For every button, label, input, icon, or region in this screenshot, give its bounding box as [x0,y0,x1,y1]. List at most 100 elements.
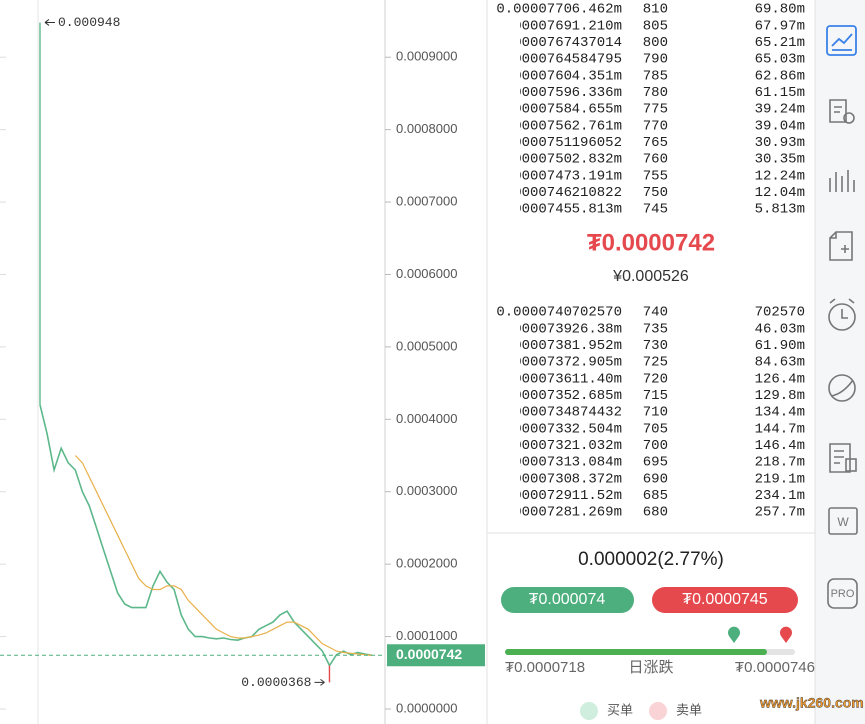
sell-button[interactable] [652,587,798,613]
y-tick-label: 0.0003000 [396,483,457,498]
low-arrow [314,678,325,686]
y-tick-label: 0.0006000 [396,266,457,281]
bid-cell: 46.03m [755,321,805,337]
ask-cell: 2.832m [572,152,622,168]
bid-cell: 1.952m [572,338,622,354]
last-price: ₮0.0000742 [587,229,715,256]
bid-cell: 84.63m [755,355,805,371]
ask-cell: 2.761m [572,118,622,134]
bid-cell: 2.905m [572,355,622,371]
ask-cell: 0000746 [513,185,572,201]
alarm-icon-glyph [829,298,855,319]
bid-cell: 0000728 [513,505,572,521]
bid-cell: 740 [643,305,668,321]
bid-cell: 144.7m [755,421,805,437]
y-tick-label: 0.0002000 [396,556,457,571]
bid-cell: 874432 [572,405,622,421]
toolbar-icons: W PRO [826,25,858,609]
range-fill [505,649,767,655]
ask-cell: 750 [643,185,668,201]
y-tick-label: 0.0008000 [396,121,457,136]
current-price-label: 0.0000742 [396,646,462,662]
bid-cell: 1.032m [572,438,622,454]
ask-cell: 785 [643,68,668,84]
ask-cell: 12.04m [755,185,805,201]
ask-cell: 6.336m [572,85,622,101]
y-tick-label: 0.0000000 [396,700,457,715]
legend-sell: 卖单 [676,702,702,717]
bid-cell: 0000734 [513,405,572,421]
ask-cell: 0000759 [513,85,572,101]
ask-cell: 12.24m [755,168,805,184]
bid-cell: 61.90m [755,338,805,354]
legend-sell-dot [649,702,667,720]
bid-cell: 0000733 [513,421,572,437]
price-line [39,404,372,668]
ask-cell: 0000751 [513,135,572,151]
pro-icon[interactable] [827,578,858,609]
bid-cell: 0.0000740 [496,305,572,321]
current-price-box [387,644,485,667]
news-icon-badge [845,458,857,472]
y-tick-label: 0.0009000 [396,49,457,64]
ask-cell: 65.03m [755,52,805,68]
buy-button-label[interactable]: ₮0.000074 [529,591,606,608]
bid-cell: 710 [643,405,668,421]
ask-cell: 790 [643,52,668,68]
pro-icon-label[interactable]: PRO [831,588,855,600]
bid-cell: 0000729 [513,488,572,504]
ask-cell: 62.86m [755,68,805,84]
ask-cell: 67.97m [755,18,805,34]
ask-cell: 0000745 [513,202,572,218]
sell-button-label[interactable]: ₮0.0000745 [682,591,768,608]
buy-button[interactable] [501,587,634,613]
ask-cell: 755 [643,168,668,184]
ask-cell: 0000747 [513,168,572,184]
news-icon[interactable] [829,443,851,473]
bid-cell: 685 [643,488,668,504]
ask-cell: 1.210m [572,18,622,34]
legend-buy: 买单 [607,702,633,717]
depth-icon[interactable] [829,170,855,192]
range-title: 日涨跌 [628,659,673,676]
y-tick-label: 0.0007000 [396,193,457,208]
bid-cell: 26.38m [572,321,622,337]
ask-cell: 745 [643,202,668,218]
high-label: 0.000948 [58,15,120,30]
last-price-cny: ¥0.000526 [612,268,689,285]
add-icon[interactable] [829,231,853,261]
bid-cell: 700 [643,438,668,454]
word-icon-glyph: W [837,515,849,529]
ask-cell: 30.35m [755,152,805,168]
bid-cell: 2.685m [572,388,622,404]
bid-cell: 702570 [755,305,805,321]
bid-cell: 705 [643,421,668,437]
bid-cell: 690 [643,471,668,487]
bid-cell: 129.8m [755,388,805,404]
globe-icon[interactable] [828,374,856,402]
price-line [74,455,372,656]
ask-cell: 196052 [572,135,622,151]
ask-cell: 4.351m [572,68,622,84]
order-book: 0.0000770 6.462m 810 69.80m 0000769 1.210m 805… [496,2,805,521]
ask-cell: 765 [643,135,668,151]
bid-cell: 702570 [572,305,622,321]
bid-cell: 0000739 [513,321,572,337]
ask-cell: 770 [643,118,668,134]
bid-cell: 725 [643,355,668,371]
orders-icon-badge [843,112,855,124]
bid-cell: 0000730 [513,471,572,487]
range-marker [728,626,740,643]
bid-cell: 735 [643,321,668,337]
ask-cell: 780 [643,85,668,101]
bid-cell: 3.084m [572,455,622,471]
ask-cell: 6.462m [572,2,622,18]
bid-cell: 8.372m [572,471,622,487]
watermark: www.jk260.com [759,695,864,711]
ask-cell: 210822 [572,185,622,201]
alarm-icon[interactable] [828,303,856,331]
bid-cell: 134.4m [755,405,805,421]
word-icon[interactable] [828,507,858,535]
bid-cell: 11.52m [572,488,622,504]
chart-icon[interactable] [826,25,857,56]
